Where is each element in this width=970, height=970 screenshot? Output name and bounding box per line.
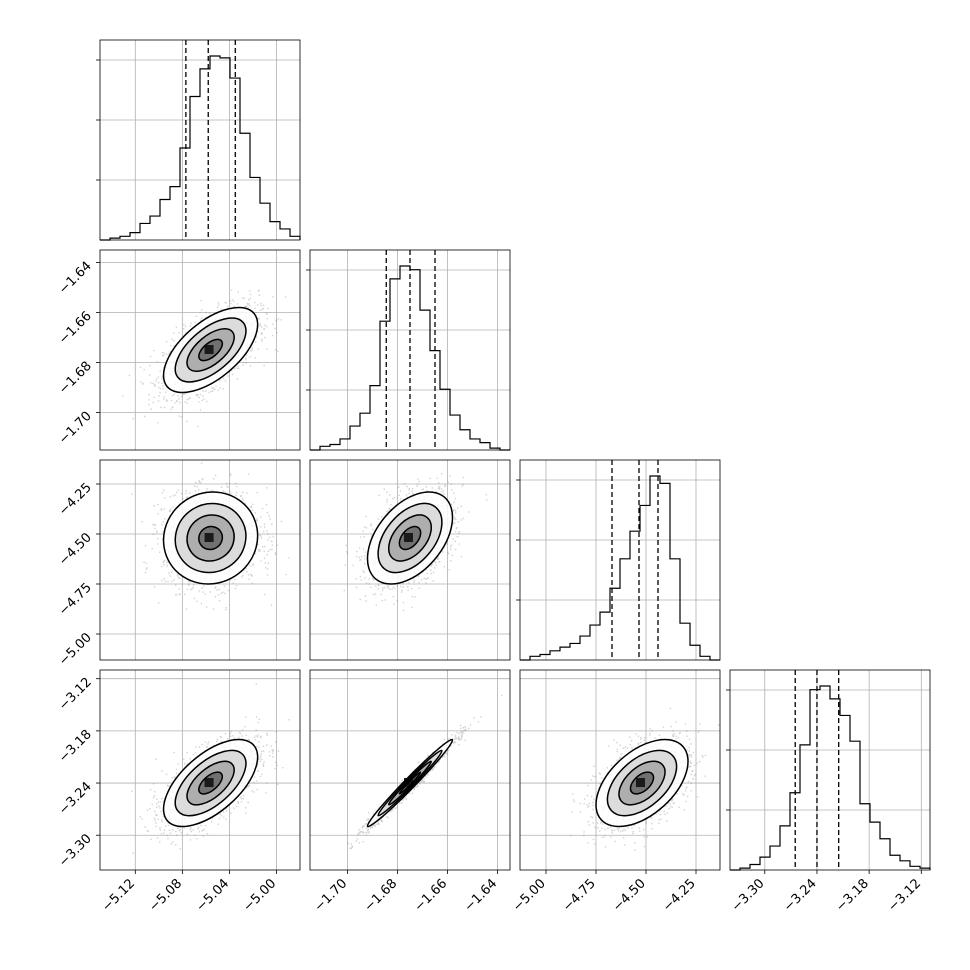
contour-line — [198, 338, 224, 362]
y-tick-label: −3.12 — [56, 675, 95, 714]
x-tick-label: −5.00 — [510, 876, 549, 915]
panel-content — [100, 250, 300, 450]
histogram-step-line — [520, 475, 720, 661]
y-tick-label: −5.00 — [56, 630, 95, 669]
density-peak — [204, 778, 214, 788]
x-tick-label: −1.68 — [362, 876, 401, 915]
contour-line — [606, 749, 678, 817]
panel-frame — [99, 669, 301, 871]
density-peak — [404, 533, 413, 542]
contour-line — [629, 771, 655, 795]
y-tick-label: −3.24 — [56, 779, 95, 818]
contour-line — [377, 502, 443, 574]
panel-frame — [99, 249, 301, 451]
contour-line — [377, 749, 443, 817]
y-tick-label: −1.68 — [56, 359, 95, 398]
histogram-panel-4 — [726, 669, 931, 871]
contour-line — [198, 525, 224, 551]
contour-line — [186, 327, 235, 372]
contour-line — [398, 525, 422, 551]
histogram-step-line — [100, 55, 301, 241]
x-tick-label: −1.70 — [312, 876, 351, 915]
contour-line — [387, 514, 432, 562]
x-tick-label: −4.50 — [610, 876, 649, 915]
contour-line — [162, 738, 259, 828]
y-tick-label: −1.66 — [56, 309, 95, 348]
contour-line — [618, 760, 666, 806]
x-tick-label: −3.30 — [729, 876, 768, 915]
x-tick-label: −4.75 — [560, 876, 599, 915]
x-tick-label: −3.24 — [781, 876, 820, 915]
panel-frame — [309, 249, 511, 451]
y-tick-label: −4.25 — [56, 480, 95, 519]
y-tick-label: −3.30 — [56, 831, 95, 870]
panel-content — [310, 670, 510, 870]
x-tick-label: −3.18 — [833, 876, 872, 915]
contour-line — [595, 738, 689, 828]
contour-line — [174, 317, 247, 383]
x-tick-label: −5.12 — [99, 876, 138, 915]
x-tick-label: −1.64 — [462, 876, 501, 915]
contour-line — [388, 760, 433, 806]
density-panel-1-2 — [99, 249, 301, 451]
contour-line — [162, 306, 259, 394]
panel-content — [100, 670, 300, 870]
density-panel-2-3 — [309, 459, 511, 661]
x-tick-label: −1.66 — [412, 876, 451, 915]
contour-line — [198, 771, 224, 795]
contour-line — [366, 491, 454, 585]
y-tick-label: −3.18 — [56, 727, 95, 766]
contour-line — [186, 760, 235, 806]
y-tick-label: −4.50 — [56, 530, 95, 569]
histogram-panel-1 — [96, 39, 301, 241]
x-tick-label: −5.04 — [193, 876, 232, 915]
density-peak — [204, 533, 214, 542]
density-panel-1-3 — [99, 459, 301, 661]
x-tick-label: −5.00 — [241, 876, 280, 915]
panel-frame — [729, 669, 931, 871]
density-panel-1-4 — [99, 669, 301, 871]
panel-frame — [99, 39, 301, 241]
y-tick-label: −1.70 — [56, 409, 95, 448]
contour-line — [174, 502, 247, 574]
contour-line — [186, 514, 235, 562]
panel-content — [520, 670, 720, 870]
contour-line — [366, 738, 454, 828]
panel-content — [310, 460, 510, 660]
panel-frame — [309, 669, 511, 871]
panel-frame — [99, 459, 301, 661]
contour-line — [398, 771, 422, 795]
contour-line — [174, 749, 247, 817]
density-panel-2-4 — [309, 669, 511, 871]
histogram-panel-2 — [306, 249, 511, 451]
panel-content — [100, 460, 300, 660]
histogram-panel-3 — [516, 459, 721, 661]
contour-line — [162, 491, 259, 585]
x-tick-label: −4.25 — [660, 876, 699, 915]
panel-frame — [309, 459, 511, 661]
x-tick-label: −5.08 — [146, 876, 185, 915]
y-tick-label: −1.64 — [56, 259, 95, 298]
panel-frame — [519, 459, 721, 661]
density-peak — [204, 345, 214, 354]
x-tick-label: −3.12 — [885, 876, 924, 915]
y-tick-label: −4.75 — [56, 580, 95, 619]
panel-frame — [519, 669, 721, 871]
density-peak — [636, 778, 645, 788]
density-panel-3-4 — [519, 669, 721, 871]
histogram-step-line — [730, 685, 931, 871]
